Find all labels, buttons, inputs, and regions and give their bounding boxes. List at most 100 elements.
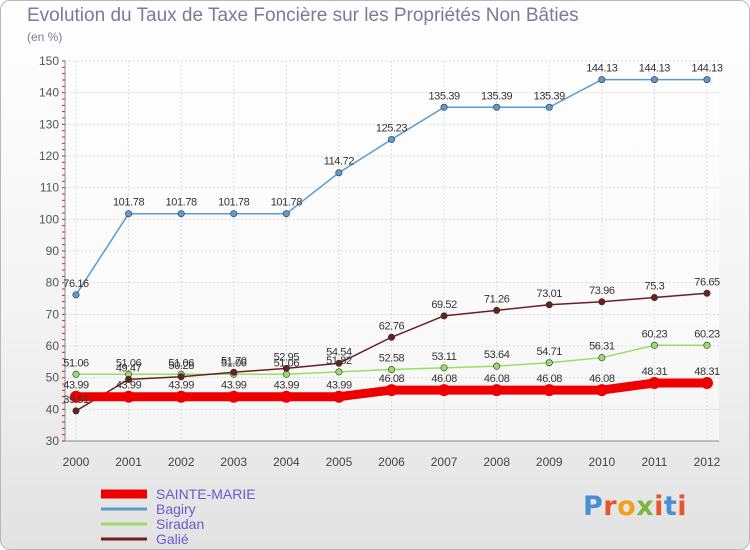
data-label-sainte-marie: 48.31 xyxy=(642,366,668,378)
data-point-gali- xyxy=(72,407,80,415)
data-label-gali-: 69.52 xyxy=(431,299,457,311)
data-point-sainte-marie xyxy=(332,390,345,403)
x-tick-label: 2004 xyxy=(273,455,300,469)
logo-letter: o xyxy=(617,491,637,522)
data-label-bagiry: 144.13 xyxy=(586,63,618,75)
data-point-sainte-marie xyxy=(701,377,713,390)
x-tick-label: 2012 xyxy=(694,455,721,469)
y-unit-label: (en %) xyxy=(27,30,63,44)
data-label-bagiry: 144.13 xyxy=(691,63,723,75)
data-point-siradan xyxy=(545,359,553,367)
y-tick-label: 120 xyxy=(39,149,59,163)
logo-letter: i xyxy=(677,491,688,522)
logo-letter: t xyxy=(663,491,678,522)
data-point-gali- xyxy=(282,364,290,372)
data-label-bagiry: 101.78 xyxy=(166,197,198,209)
data-point-gali- xyxy=(230,368,238,376)
data-point-sainte-marie xyxy=(175,390,188,403)
data-label-bagiry: 125.23 xyxy=(376,122,408,134)
data-point-sainte-marie xyxy=(438,384,451,397)
data-label-siradan: 60.23 xyxy=(694,328,720,340)
data-point-siradan xyxy=(493,362,501,370)
data-point-bagiry xyxy=(72,291,80,299)
data-label-sainte-marie: 46.08 xyxy=(589,373,615,385)
data-point-siradan xyxy=(703,341,711,349)
x-tick-label: 2007 xyxy=(431,455,458,469)
data-label-bagiry: 101.78 xyxy=(271,197,303,209)
data-point-siradan xyxy=(440,364,448,372)
y-tick-label: 60 xyxy=(46,339,60,353)
data-point-sainte-marie xyxy=(648,377,661,390)
data-point-gali- xyxy=(493,306,501,314)
y-tick-label: 90 xyxy=(46,244,60,258)
data-point-bagiry xyxy=(598,76,606,84)
data-point-sainte-marie xyxy=(543,384,556,397)
data-point-sainte-marie xyxy=(280,390,293,403)
data-label-sainte-marie: 43.99 xyxy=(326,380,352,392)
data-point-bagiry xyxy=(282,210,290,218)
data-label-sainte-marie: 43.99 xyxy=(274,380,300,392)
y-tick-label: 130 xyxy=(39,117,59,131)
data-point-siradan xyxy=(598,354,606,362)
data-label-siradan: 53.64 xyxy=(484,349,510,361)
data-point-gali- xyxy=(440,312,448,320)
data-point-bagiry xyxy=(440,103,448,111)
data-point-sainte-marie xyxy=(595,384,608,397)
data-point-bagiry xyxy=(230,210,238,218)
x-tick-label: 2005 xyxy=(326,455,353,469)
x-tick-label: 2006 xyxy=(378,455,405,469)
logo-letter: x xyxy=(636,491,655,522)
data-point-bagiry xyxy=(650,76,658,84)
y-tick-label: 40 xyxy=(46,402,60,416)
data-point-siradan xyxy=(335,368,343,376)
data-label-gali-: 39.51 xyxy=(63,394,89,406)
data-label-bagiry: 144.13 xyxy=(639,63,671,75)
data-label-siradan: 51.06 xyxy=(221,357,247,369)
data-label-gali-: 54.54 xyxy=(326,346,352,358)
data-point-sainte-marie xyxy=(70,390,82,403)
data-point-gali- xyxy=(177,373,185,381)
data-label-siradan: 51.06 xyxy=(274,357,300,369)
data-label-sainte-marie: 46.08 xyxy=(536,373,562,385)
x-tick-label: 2002 xyxy=(168,455,195,469)
legend-label: SAINTE-MARIE xyxy=(156,486,256,502)
y-tick-label: 110 xyxy=(40,181,59,195)
data-label-gali-: 75.3 xyxy=(645,281,665,293)
data-label-gali-: 73.01 xyxy=(536,288,562,300)
data-label-siradan: 60.23 xyxy=(642,328,668,340)
legend-label: Galié xyxy=(156,531,189,547)
data-point-bagiry xyxy=(703,76,711,84)
data-point-bagiry xyxy=(335,169,343,177)
legend-label: Bagiry xyxy=(156,501,196,517)
x-tick-label: 2001 xyxy=(115,455,142,469)
data-point-gali- xyxy=(703,289,711,297)
data-label-gali-: 51.70 xyxy=(221,355,247,367)
data-label-bagiry: 101.78 xyxy=(218,197,250,209)
data-point-gali- xyxy=(387,333,395,341)
data-label-sainte-marie: 46.08 xyxy=(431,373,457,385)
data-label-siradan: 52.58 xyxy=(379,352,405,364)
data-label-sainte-marie: 43.99 xyxy=(63,380,89,392)
data-label-sainte-marie: 43.99 xyxy=(221,380,247,392)
data-point-gali- xyxy=(125,375,133,383)
y-tick-label: 70 xyxy=(46,307,60,321)
data-label-bagiry: 135.39 xyxy=(481,90,513,102)
y-tick-label: 100 xyxy=(39,212,59,226)
logo-letter: i xyxy=(654,491,664,522)
data-label-gali-: 73.96 xyxy=(589,285,615,297)
data-point-sainte-marie xyxy=(122,390,135,403)
proxiti-logo: Proxiti xyxy=(583,491,687,522)
data-label-sainte-marie: 43.99 xyxy=(168,380,194,392)
data-label-sainte-marie: 46.08 xyxy=(484,373,510,385)
logo-letter: P xyxy=(583,491,604,522)
data-point-gali- xyxy=(335,359,343,367)
data-label-bagiry: 135.39 xyxy=(428,90,460,102)
x-tick-label: 2000 xyxy=(63,455,90,469)
y-tick-label: 30 xyxy=(46,434,60,448)
data-label-gali-: 52.95 xyxy=(274,351,300,363)
data-point-bagiry xyxy=(545,103,553,111)
x-tick-label: 2009 xyxy=(536,455,563,469)
data-point-bagiry xyxy=(387,135,395,143)
